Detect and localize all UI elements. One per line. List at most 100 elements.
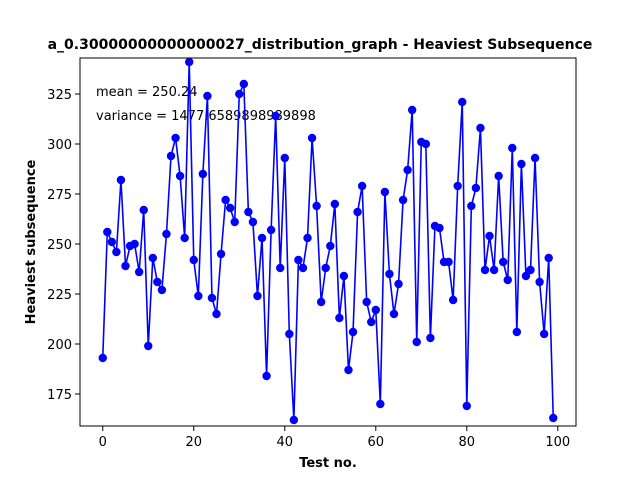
data-point [189, 255, 198, 265]
data-point [535, 277, 544, 287]
data-point [121, 261, 130, 271]
data-point [426, 333, 435, 343]
y-tick-label: 325 [47, 88, 72, 103]
data-point [544, 253, 553, 263]
data-point [448, 295, 458, 305]
x-tick-label: 100 [545, 435, 570, 450]
data-point [453, 181, 462, 191]
data-point [303, 233, 312, 243]
data-point [244, 207, 253, 217]
data-point [489, 265, 499, 275]
data-point [148, 253, 158, 263]
data-point [367, 317, 376, 327]
data-point [394, 279, 403, 289]
chart-title: a_0.30000000000000027_distribution_graph… [48, 37, 593, 53]
data-point [480, 265, 490, 275]
data-point [162, 229, 171, 239]
data-point [530, 153, 540, 163]
series-group [98, 57, 558, 425]
y-tick-label: 275 [47, 188, 72, 203]
data-point [512, 327, 522, 337]
data-point [134, 267, 144, 277]
data-point [398, 195, 408, 205]
data-point [239, 79, 249, 89]
data-point [462, 401, 471, 411]
data-point [549, 413, 558, 423]
data-point [348, 327, 358, 337]
data-point [471, 183, 481, 193]
data-point [344, 365, 353, 375]
data-point [230, 217, 239, 227]
data-point [285, 329, 294, 339]
data-point [180, 233, 189, 243]
data-point [257, 233, 267, 243]
data-point [385, 269, 394, 279]
data-point [526, 265, 535, 275]
data-point [357, 181, 367, 191]
data-point [112, 247, 121, 257]
data-point [312, 201, 321, 211]
data-point [444, 257, 453, 267]
data-point [294, 255, 303, 265]
data-point [335, 313, 344, 323]
x-tick-label: 20 [185, 435, 202, 450]
data-point [521, 271, 531, 281]
annotation-mean: mean = 250.24 [96, 85, 198, 100]
data-point [353, 207, 362, 217]
data-point [98, 353, 107, 363]
data-point [185, 57, 194, 67]
data-point [494, 171, 503, 181]
data-point [508, 143, 517, 153]
x-tick-label: 60 [368, 435, 385, 450]
data-point [103, 227, 112, 237]
data-point [216, 249, 226, 259]
data-point [326, 241, 335, 251]
data-point [171, 133, 180, 143]
data-point [235, 89, 244, 99]
data-point [298, 263, 308, 273]
y-tick-label: 250 [47, 238, 72, 253]
data-point [107, 237, 117, 247]
data-point [253, 291, 262, 301]
data-point [316, 297, 326, 307]
data-point [307, 133, 317, 143]
data-point [266, 225, 276, 235]
data-point [403, 165, 412, 175]
y-tick-label: 300 [47, 138, 72, 153]
data-point [435, 223, 444, 233]
data-point [276, 263, 285, 273]
data-point [225, 203, 235, 213]
data-point [498, 257, 508, 267]
data-point [153, 277, 162, 287]
y-tick-label: 200 [47, 338, 72, 353]
data-point [203, 91, 212, 101]
data-point [362, 297, 371, 307]
data-point [116, 175, 126, 185]
data-point [330, 199, 340, 209]
data-point [503, 275, 512, 285]
data-point [339, 271, 349, 281]
data-point [289, 415, 299, 425]
data-point [166, 151, 176, 161]
data-point [212, 309, 221, 319]
data-point [485, 231, 494, 241]
data-point [412, 337, 421, 347]
y-tick-label: 225 [47, 288, 72, 303]
data-point [175, 171, 185, 181]
x-tick-label: 80 [459, 435, 476, 450]
data-point [280, 153, 289, 163]
data-point [371, 305, 380, 315]
data-point [389, 309, 399, 319]
data-point [198, 169, 208, 179]
data-point [476, 123, 485, 133]
data-point [194, 291, 203, 301]
data-point [262, 371, 271, 381]
data-point [207, 293, 217, 303]
data-point [321, 263, 330, 273]
data-point [376, 399, 385, 409]
data-point [157, 285, 167, 295]
data-point [539, 329, 549, 339]
plot-frame [79, 57, 577, 427]
y-axis-label: Heaviest subsequence [24, 159, 39, 324]
